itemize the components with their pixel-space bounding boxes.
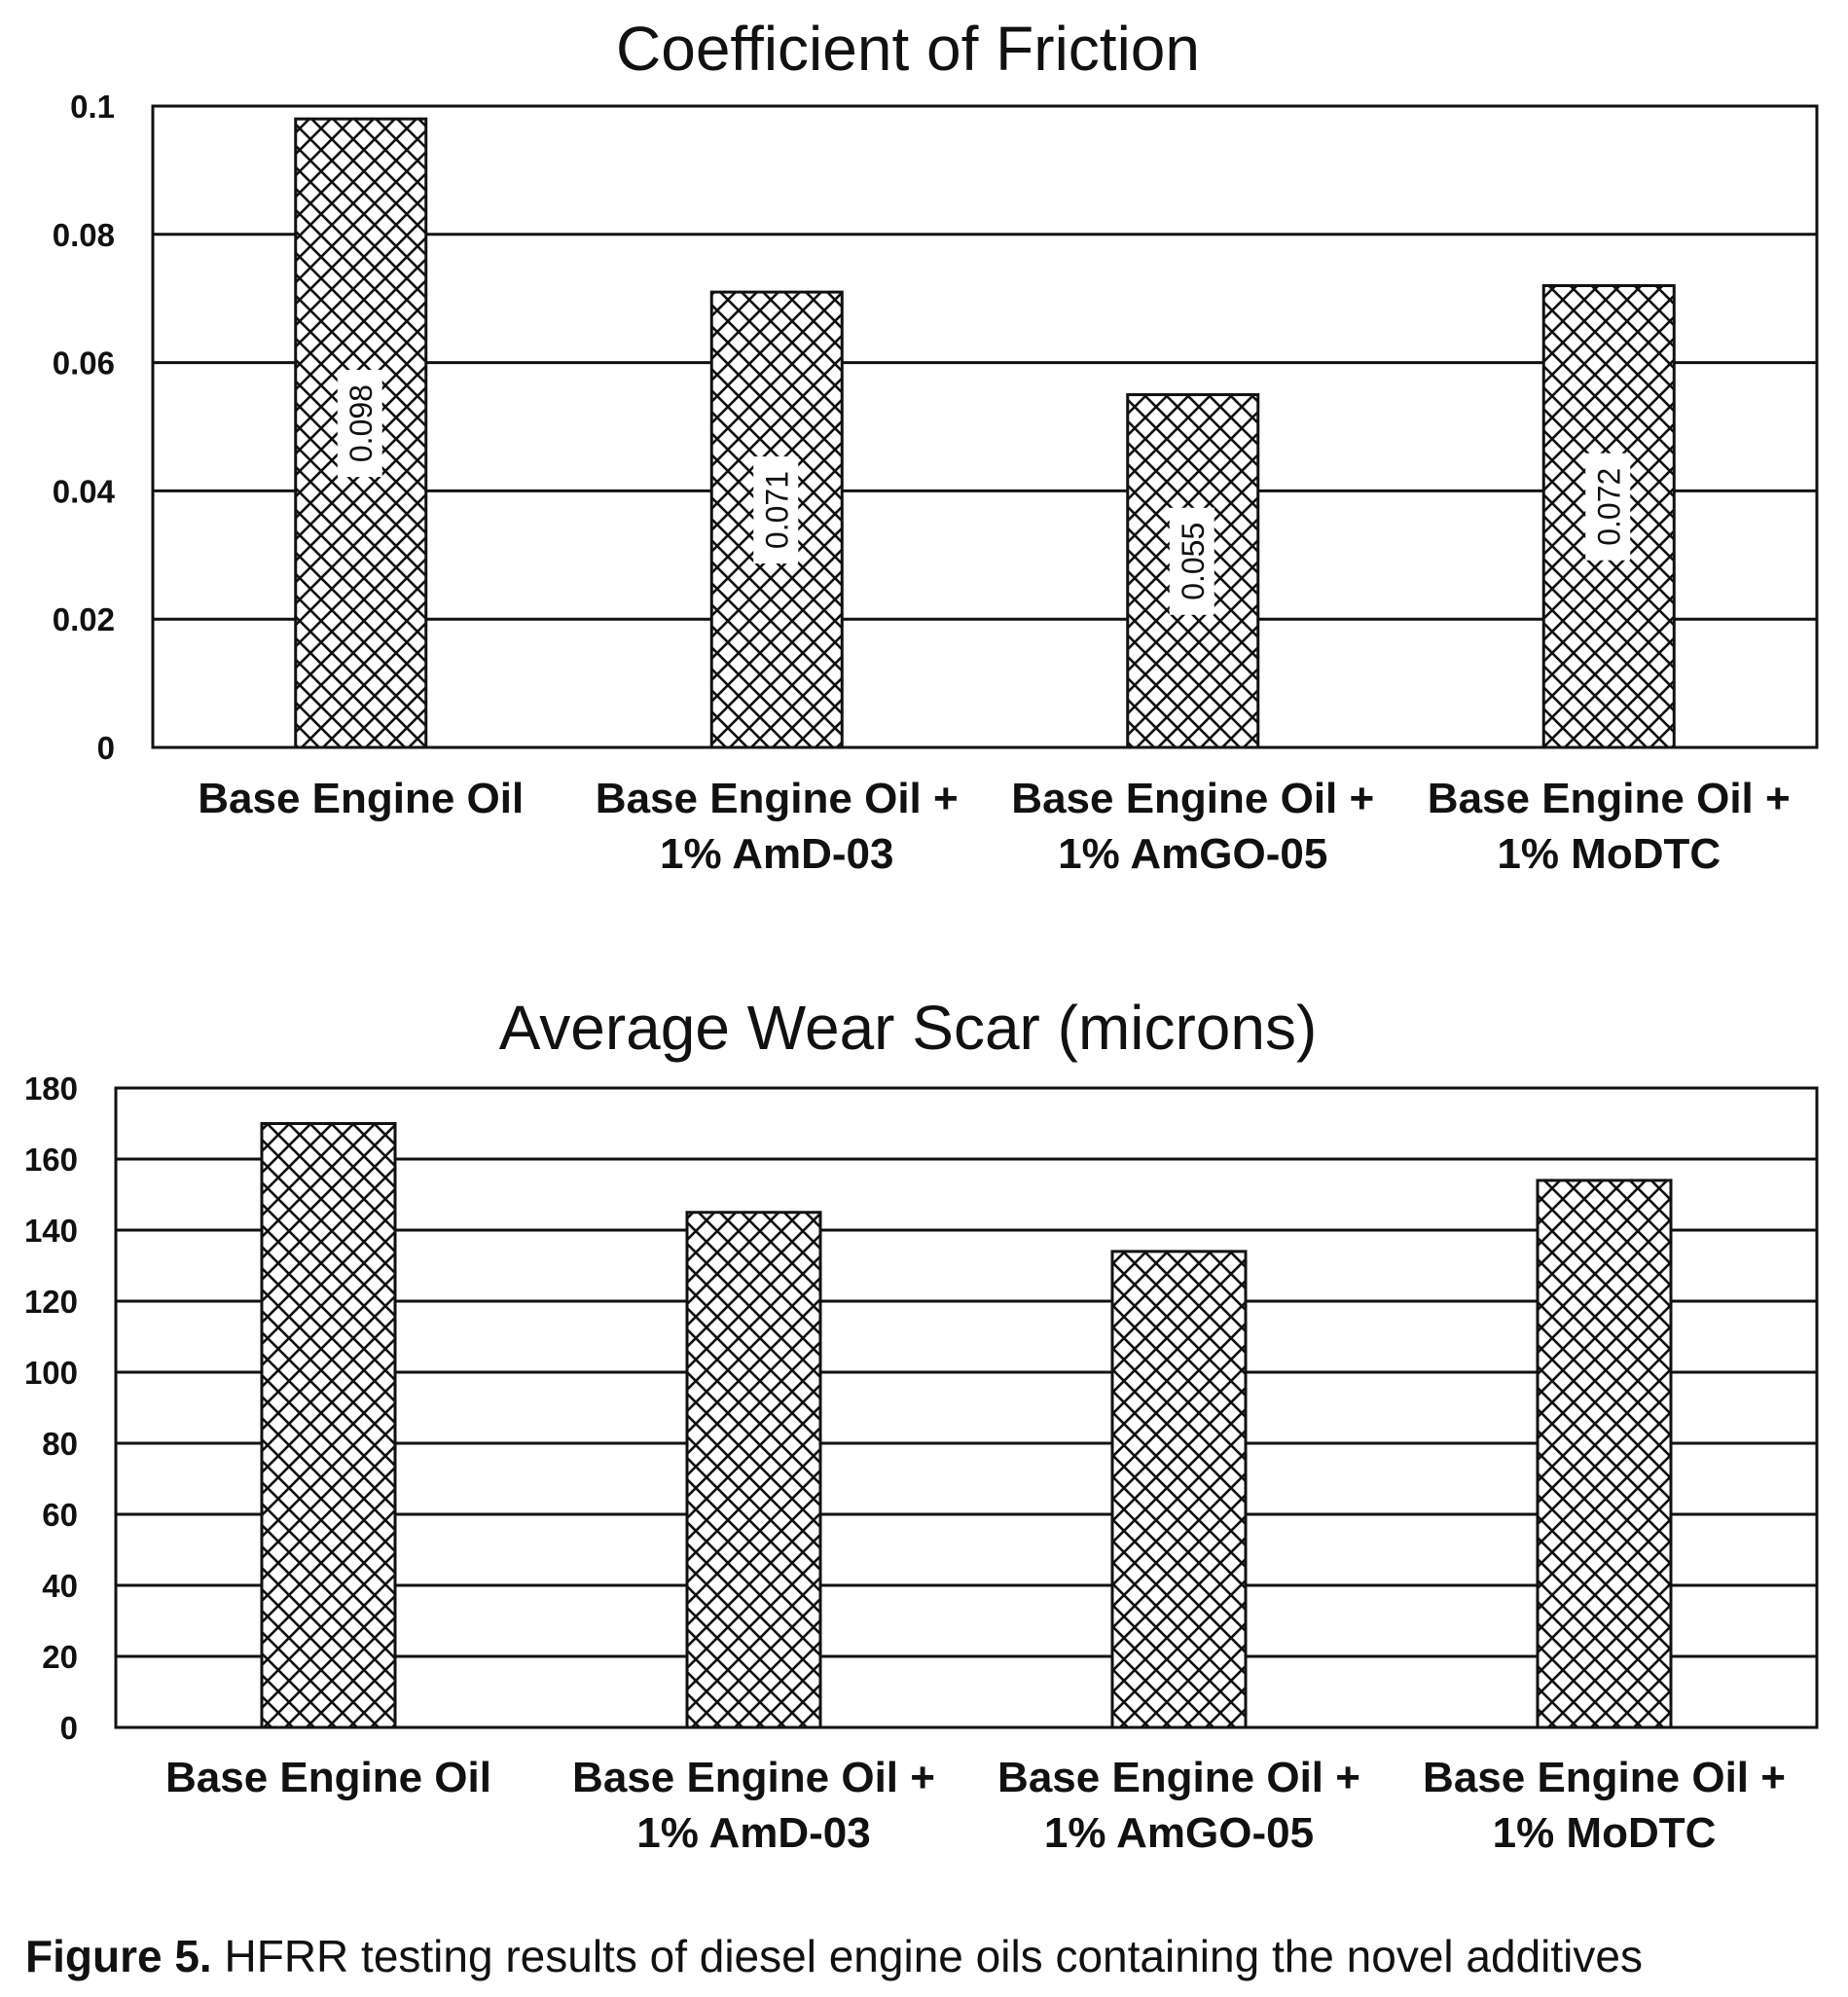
x-axis-category-labels: Base Engine Oil Base Engine Oil + 1% AmD-0… [198, 775, 1790, 878]
coefficient-of-friction-chart: Coefficient of Friction 0 0.02 0.04 0.06 0.0… [53, 14, 1819, 878]
bar [1536, 1179, 1673, 1729]
y-tick-label: 0 [97, 730, 115, 766]
y-tick-label: 60 [42, 1497, 78, 1533]
x-category-label: Base Engine Oil + [1423, 1754, 1786, 1801]
x-category-label: Base Engine Oil + [1011, 775, 1374, 822]
x-category-label: 1% MoDTC [1497, 830, 1721, 878]
y-tick-label: 0.04 [53, 473, 116, 509]
x-category-label: Base Engine Oil [198, 775, 524, 822]
x-category-label: 1% AmGO-05 [1044, 1809, 1314, 1857]
x-category-label: Base Engine Oil + [997, 1754, 1360, 1801]
y-tick-label: 140 [24, 1213, 78, 1249]
bar [1110, 1250, 1248, 1729]
y-tick-label: 0.1 [70, 89, 115, 125]
x-category-label: Base Engine Oil + [596, 775, 959, 822]
y-axis-tick-labels: 0 0.02 0.04 0.06 0.08 0.1 [53, 89, 116, 766]
average-wear-scar-chart: Average Wear Scar (microns) 0 20 40 60 80 100… [24, 993, 1819, 1857]
x-category-label: Base Engine Oil + [1428, 775, 1791, 822]
data-label-background [1585, 453, 1631, 561]
y-tick-label: 80 [42, 1426, 78, 1462]
x-category-label: 1% AmD-03 [660, 830, 893, 878]
x-category-label: 1% MoDTC [1493, 1809, 1717, 1857]
y-tick-label: 180 [24, 1071, 78, 1107]
y-tick-label: 160 [24, 1142, 78, 1178]
data-label-group: 0.055 [1169, 507, 1214, 615]
caption-text: HFRR testing results of diesel engine oi… [211, 1931, 1643, 1981]
data-label-group: 0.098 [337, 370, 382, 478]
y-tick-label: 20 [42, 1639, 78, 1675]
data-label: 0.098 [344, 384, 379, 462]
x-category-label: Base Engine Oil + [572, 1754, 935, 1801]
x-category-label: 1% AmD-03 [636, 1809, 870, 1857]
chart-title: Coefficient of Friction [616, 14, 1200, 84]
data-label: 0.071 [759, 471, 794, 549]
data-label-background [753, 456, 799, 564]
bars [260, 1122, 1673, 1729]
plot-area-frame [151, 104, 1819, 749]
bar [260, 1122, 397, 1729]
data-label: 0.072 [1591, 468, 1626, 546]
bar [685, 1211, 822, 1729]
bars: 0.098 0.071 0.055 0.072 [294, 117, 1676, 749]
x-category-label: Base Engine Oil [165, 1754, 491, 1801]
y-tick-label: 0.08 [53, 217, 115, 253]
figure-caption: Figure 5. HFRR testing results of diesel… [25, 1930, 1835, 1982]
y-tick-label: 100 [24, 1355, 78, 1391]
y-tick-label: 0.06 [53, 345, 115, 381]
y-tick-label: 0.02 [53, 601, 115, 637]
x-category-label: 1% AmGO-05 [1058, 830, 1327, 878]
y-tick-label: 120 [24, 1284, 78, 1320]
data-label-background [337, 370, 382, 478]
data-label: 0.055 [1176, 523, 1211, 600]
data-label-group: 0.071 [753, 456, 799, 564]
figure-canvas: Coefficient of Friction 0 0.02 0.04 0.06 0.0… [24, 14, 1819, 1857]
data-label-group: 0.072 [1585, 453, 1631, 561]
plot-area-frame [114, 1086, 1819, 1729]
x-axis-category-labels: Base Engine Oil Base Engine Oil + 1% AmD-0… [165, 1754, 1786, 1857]
y-axis-tick-labels: 0 20 40 60 80 100 120 140 160 180 [24, 1071, 78, 1746]
caption-label: Figure 5. [25, 1931, 212, 1981]
y-tick-label: 40 [42, 1568, 78, 1604]
chart-title: Average Wear Scar (microns) [499, 993, 1318, 1063]
data-label-background [1169, 507, 1214, 615]
y-tick-label: 0 [60, 1710, 78, 1746]
